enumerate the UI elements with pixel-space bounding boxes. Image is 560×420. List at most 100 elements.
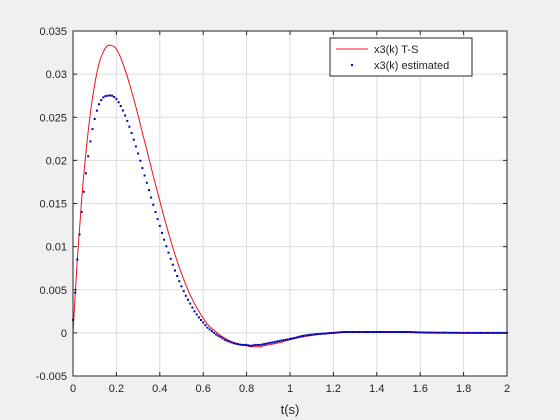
estimated-point bbox=[449, 331, 452, 334]
estimated-point bbox=[121, 109, 124, 112]
estimated-point bbox=[480, 331, 482, 334]
estimated-point bbox=[471, 331, 474, 334]
estimated-point bbox=[338, 331, 341, 334]
x-tick-label: 0.4 bbox=[152, 383, 167, 395]
series-dots-estimated bbox=[72, 94, 508, 347]
estimated-point bbox=[462, 331, 465, 334]
estimated-point bbox=[401, 331, 404, 333]
estimated-point bbox=[91, 128, 94, 131]
estimated-point bbox=[117, 101, 120, 104]
estimated-point bbox=[434, 331, 437, 334]
estimated-point bbox=[458, 331, 461, 334]
estimated-point bbox=[152, 203, 155, 206]
estimated-point bbox=[202, 321, 205, 324]
estimated-point bbox=[317, 333, 320, 335]
estimated-point bbox=[425, 331, 428, 334]
estimated-point bbox=[323, 332, 326, 335]
x-tick-label: 0.8 bbox=[239, 383, 254, 395]
estimated-point bbox=[351, 331, 354, 333]
estimated-point bbox=[440, 331, 443, 334]
estimated-point bbox=[286, 338, 289, 341]
estimated-point bbox=[380, 331, 383, 333]
estimated-point bbox=[132, 138, 135, 141]
estimated-point bbox=[334, 331, 337, 334]
estimated-point bbox=[184, 294, 187, 297]
estimated-point bbox=[95, 109, 98, 112]
estimated-point bbox=[134, 145, 137, 148]
estimated-point bbox=[343, 331, 346, 333]
estimated-point bbox=[210, 330, 213, 333]
estimated-point bbox=[349, 331, 352, 333]
estimated-point bbox=[299, 335, 302, 338]
estimated-point bbox=[104, 95, 107, 98]
estimated-point bbox=[289, 337, 291, 340]
estimated-point bbox=[80, 211, 83, 214]
estimated-point bbox=[378, 331, 380, 333]
estimated-point bbox=[312, 333, 315, 336]
estimated-point bbox=[89, 140, 92, 143]
estimated-point bbox=[499, 331, 502, 334]
estimated-point bbox=[165, 245, 168, 248]
estimated-point bbox=[495, 331, 498, 334]
estimated-point bbox=[78, 233, 81, 236]
estimated-point bbox=[245, 343, 248, 346]
estimated-point bbox=[76, 258, 79, 261]
estimated-point bbox=[219, 336, 222, 339]
estimated-point bbox=[451, 331, 454, 334]
estimated-point bbox=[393, 331, 396, 333]
estimated-point bbox=[189, 302, 192, 305]
estimated-point bbox=[436, 331, 439, 334]
estimated-point bbox=[213, 331, 216, 334]
legend-dot-swatch bbox=[351, 64, 353, 66]
estimated-point bbox=[87, 155, 90, 158]
estimated-point bbox=[154, 211, 157, 214]
estimated-point bbox=[128, 125, 131, 128]
estimated-point bbox=[256, 343, 259, 346]
estimated-point bbox=[382, 331, 385, 333]
x-tick-label: 0 bbox=[70, 383, 76, 395]
estimated-point bbox=[475, 331, 478, 334]
y-tick-label: 0.025 bbox=[39, 112, 67, 124]
estimated-point bbox=[388, 331, 391, 333]
estimated-point bbox=[195, 313, 198, 316]
estimated-point bbox=[473, 331, 476, 334]
estimated-point bbox=[130, 132, 133, 134]
x-tick-label: 0.6 bbox=[196, 383, 211, 395]
estimated-point bbox=[358, 331, 361, 333]
estimated-point bbox=[367, 331, 370, 333]
estimated-point bbox=[447, 331, 450, 334]
estimated-point bbox=[332, 331, 335, 334]
y-tick-label: 0.015 bbox=[39, 199, 67, 211]
estimated-point bbox=[161, 231, 163, 234]
estimated-point bbox=[406, 331, 409, 333]
estimated-point bbox=[111, 94, 114, 97]
estimated-point bbox=[260, 343, 263, 346]
estimated-point bbox=[430, 331, 433, 334]
estimated-point bbox=[271, 341, 274, 344]
estimated-point bbox=[412, 331, 415, 334]
estimated-point bbox=[469, 331, 472, 334]
estimated-point bbox=[486, 331, 489, 334]
estimated-point bbox=[373, 331, 376, 333]
estimated-point bbox=[356, 331, 359, 333]
estimated-point bbox=[176, 275, 179, 277]
estimated-point bbox=[278, 340, 281, 343]
estimated-point bbox=[206, 326, 209, 329]
tick-layer: 0 0.2 0.4 0.6 0.8 1 1.2 1.4 1.6 1.8 2-0.00500.0050… bbox=[36, 26, 510, 395]
estimated-point bbox=[308, 333, 311, 336]
estimated-point bbox=[336, 331, 339, 334]
estimated-point bbox=[221, 337, 224, 340]
x-tick-label: 1.2 bbox=[326, 383, 341, 395]
estimated-point bbox=[484, 331, 487, 334]
estimated-point bbox=[187, 298, 189, 301]
estimated-point bbox=[98, 103, 100, 106]
estimated-point bbox=[284, 338, 287, 341]
estimated-point bbox=[182, 290, 185, 293]
estimated-point bbox=[445, 331, 448, 334]
y-tick-label: 0.03 bbox=[46, 69, 67, 81]
x-tick-label: 2 bbox=[504, 383, 510, 395]
estimated-point bbox=[328, 332, 331, 335]
estimated-point bbox=[397, 331, 400, 333]
estimated-point bbox=[282, 339, 285, 342]
